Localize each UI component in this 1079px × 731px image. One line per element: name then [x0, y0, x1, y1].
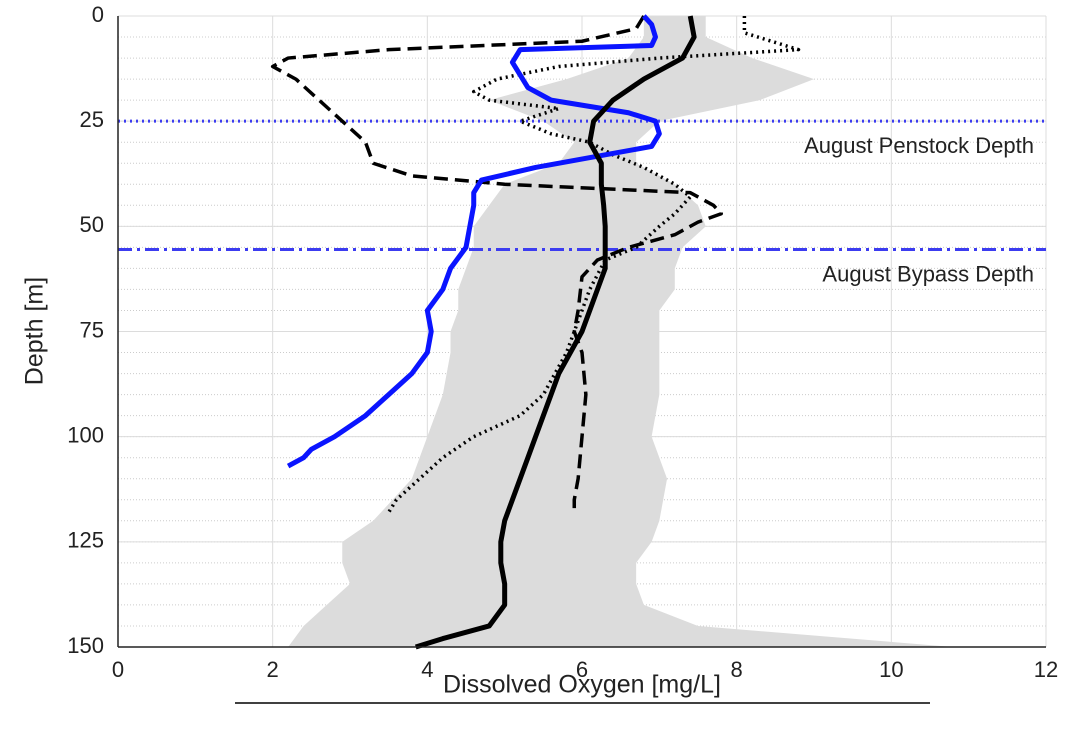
y-tick-label: 75 [80, 317, 104, 342]
y-tick-label: 150 [67, 633, 104, 658]
range-band [288, 16, 954, 647]
profile-line [286, 14, 662, 469]
x-tick-label: 10 [879, 657, 903, 682]
annotation: August Bypass Depth [822, 261, 1034, 286]
x-tick-label: 6 [576, 657, 588, 682]
profile-line [414, 15, 697, 650]
x-tick-label: 8 [731, 657, 743, 682]
x-tick-label: 0 [112, 657, 124, 682]
annotation: August Penstock Depth [804, 133, 1034, 158]
x-axis-label: Dissolved Oxygen [mg/L] [443, 671, 721, 699]
y-tick-label: 50 [80, 212, 104, 237]
x-tick-label: 2 [267, 657, 279, 682]
y-tick-label: 0 [92, 2, 104, 27]
x-tick-label: 4 [421, 657, 433, 682]
y-tick-label: 125 [67, 528, 104, 553]
y-tick-label: 25 [80, 107, 104, 132]
x-tick-label: 12 [1034, 657, 1058, 682]
y-tick-label: 100 [67, 422, 104, 447]
profile-line [270, 15, 723, 509]
y-axis-label: Depth [m] [21, 277, 49, 385]
